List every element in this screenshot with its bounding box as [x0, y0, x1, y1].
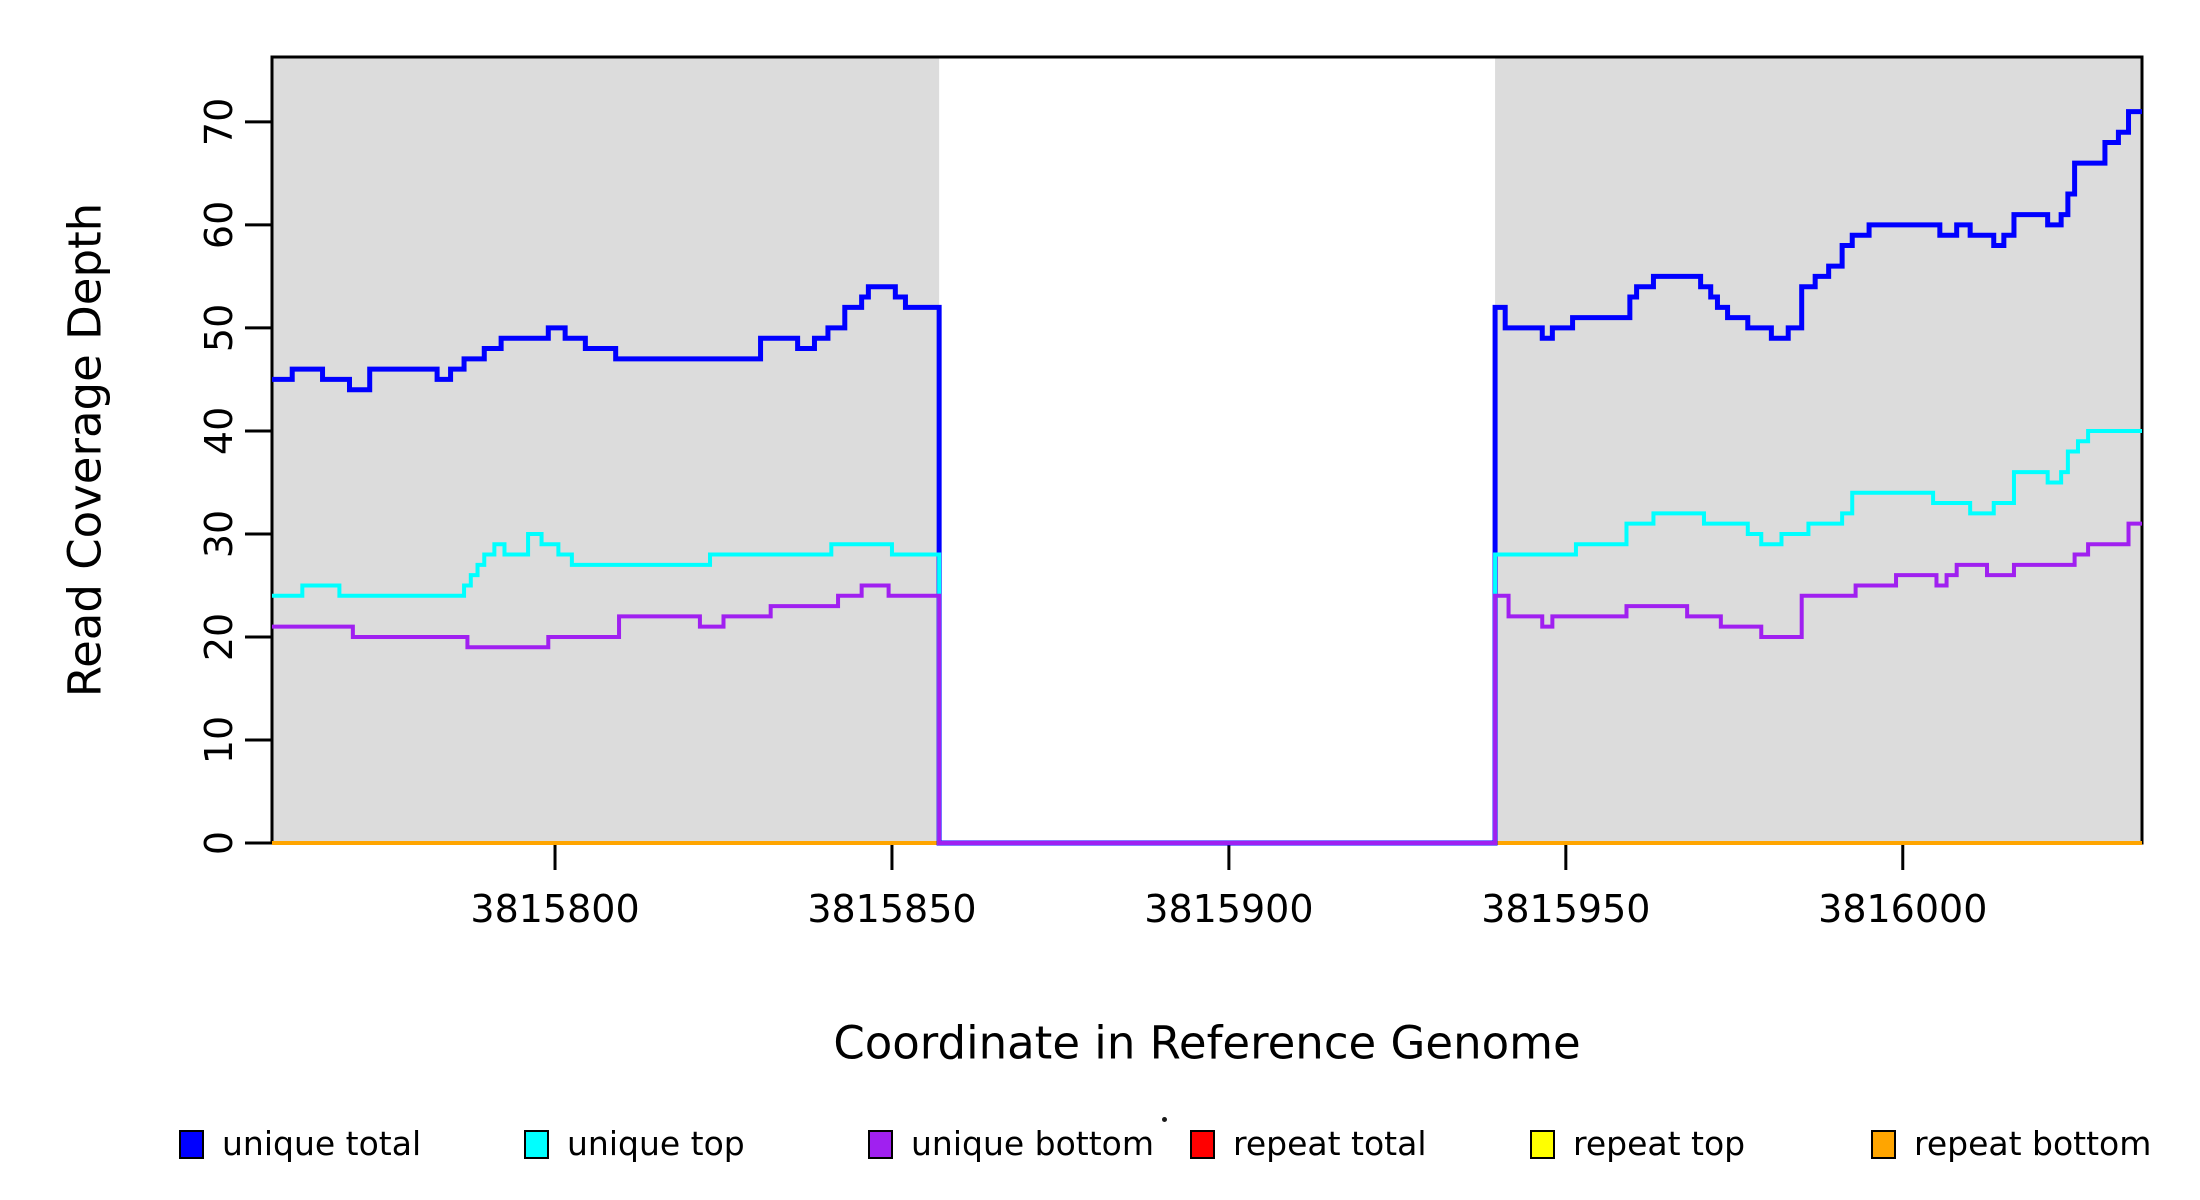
legend-label-unique-bottom: unique bottom: [911, 1124, 1155, 1163]
series-unique-top: [272, 428, 2142, 845]
legend-label-unique-total: unique total: [222, 1124, 422, 1163]
y-tick-label: 70: [197, 98, 241, 146]
y-tick-label: 50: [197, 304, 241, 352]
legend-item-unique-bottom: unique bottom: [868, 1122, 1154, 1166]
legend-swatch-repeat-total: [1190, 1129, 1215, 1159]
x-axis-title: Coordinate in Reference Genome: [833, 1016, 1581, 1070]
covered-region-0: [272, 57, 940, 843]
legend-item-unique-total: unique total: [179, 1122, 421, 1166]
y-axis-title: Read Coverage Depth: [58, 202, 112, 698]
legend-swatch-unique-bottom: [868, 1129, 893, 1159]
y-tick-label: 0: [197, 831, 241, 855]
legend-label-unique-top: unique top: [567, 1124, 745, 1163]
y-tick-label: 10: [197, 716, 241, 764]
legend-swatch-unique-total: [179, 1129, 204, 1159]
legend: unique total unique top unique bottom re…: [0, 1122, 2200, 1172]
x-tick-label: 3815800: [470, 887, 639, 931]
x-tick-label: 3815900: [1144, 887, 1313, 931]
legend-item-repeat-bottom: repeat bottom: [1871, 1122, 2151, 1166]
legend-swatch-unique-top: [524, 1129, 549, 1159]
covered-region-1: [1495, 57, 2142, 843]
y-tick-label: 40: [197, 407, 241, 455]
legend-item-repeat-total: repeat total: [1190, 1122, 1427, 1166]
y-tick-label: 20: [197, 613, 241, 661]
legend-label-repeat-top: repeat top: [1573, 1124, 1746, 1163]
y-tick-label: 60: [197, 201, 241, 249]
legend-swatch-repeat-bottom: [1871, 1129, 1896, 1159]
x-tick-label: 3816000: [1818, 887, 1987, 931]
legend-item-repeat-top: repeat top: [1530, 1122, 1745, 1166]
legend-label-repeat-total: repeat total: [1233, 1124, 1427, 1163]
legend-item-unique-top: unique top: [524, 1122, 745, 1166]
stray-dot-artifact: [1162, 1117, 1167, 1122]
x-tick-label: 3815850: [807, 887, 976, 931]
legend-label-repeat-bottom: repeat bottom: [1914, 1124, 2152, 1163]
series-unique-total: [272, 109, 2142, 846]
x-tick-label: 3815950: [1481, 887, 1650, 931]
y-tick-label: 30: [197, 510, 241, 558]
series-unique-bottom: [272, 521, 2142, 845]
legend-swatch-repeat-top: [1530, 1129, 1555, 1159]
